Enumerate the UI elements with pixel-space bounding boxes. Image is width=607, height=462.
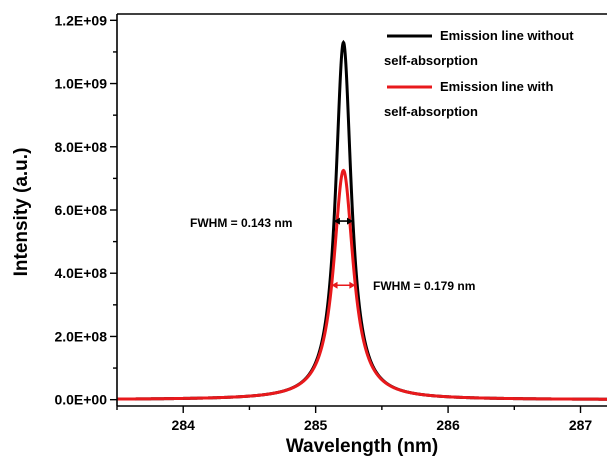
y-tick-label: 4.0E+08 [54, 265, 107, 281]
fwhm-label-with-self-absorption: FWHM = 0.179 nm [373, 279, 475, 293]
y-tick-label: 2.0E+08 [54, 328, 107, 344]
x-tick-label: 286 [436, 417, 460, 433]
legend-label-with-self-absorption-line2: self-absorption [384, 104, 478, 119]
x-axis-title: Wavelength (nm) [286, 436, 438, 457]
legend-label-with-self-absorption-line1: Emission line with [440, 79, 553, 94]
y-axis-title: Intensity (a.u.) [11, 148, 32, 277]
y-tick-label: 1.0E+09 [54, 76, 107, 92]
fwhm-arrowhead-right-with [349, 281, 356, 289]
plot-frame [116, 13, 607, 407]
fwhm-arrowhead-left-without [333, 217, 340, 225]
fwhm-label-without-self-absorption: FWHM = 0.143 nm [190, 216, 292, 230]
x-axis-ticks: 284 285 286 287 [116, 406, 593, 433]
x-tick-label: 284 [172, 417, 196, 433]
legend-label-without-self-absorption-line2: self-absorption [384, 53, 478, 68]
legend: Emission line without self-absorption Em… [384, 28, 574, 119]
fwhm-arrowhead-right-without [346, 217, 353, 225]
y-axis-ticks: 0.0E+00 2.0E+08 4.0E+08 6.0E+08 8.0E+08 1.0E+… [54, 12, 117, 408]
y-tick-label: 6.0E+08 [54, 202, 107, 218]
y-tick-label: 1.2E+09 [54, 12, 107, 28]
curves [117, 39, 607, 401]
fwhm-arrowhead-left-with [331, 281, 338, 289]
legend-label-without-self-absorption-line1: Emission line without [440, 28, 574, 43]
y-tick-label: 0.0E+00 [54, 392, 107, 408]
annotations: FWHM = 0.143 nm FWHM = 0.179 nm [190, 216, 475, 293]
series-line-with-self-absorption [117, 168, 607, 401]
x-tick-label: 287 [569, 417, 593, 433]
y-tick-label: 8.0E+08 [54, 139, 107, 155]
x-tick-label: 285 [304, 417, 328, 433]
